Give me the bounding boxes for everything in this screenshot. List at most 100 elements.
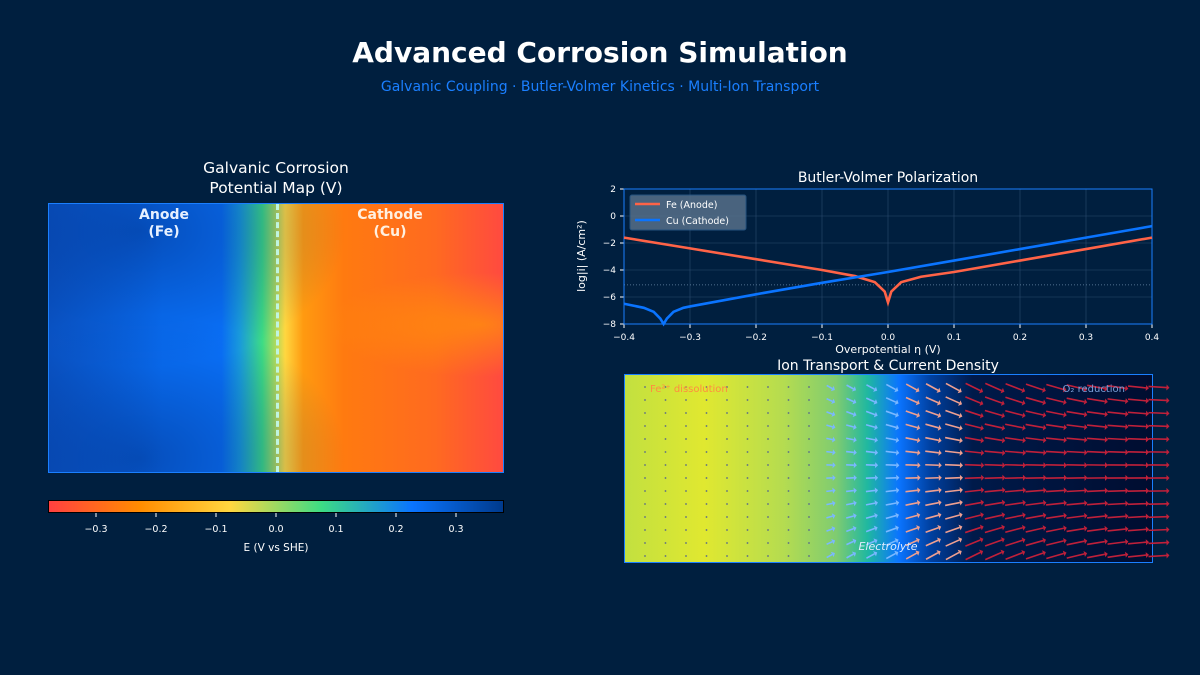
current-arrow [925, 463, 939, 467]
current-arrow [1004, 501, 1024, 507]
series-line-cu [623, 224, 1153, 327]
current-arrow [1127, 437, 1147, 441]
arrow-head [915, 537, 920, 544]
current-arrow [1127, 424, 1147, 428]
arrow-head [959, 499, 963, 506]
arrow-head [1002, 449, 1006, 456]
arrow-head [1084, 449, 1088, 456]
current-arrow [1066, 515, 1085, 519]
current-arrow [1004, 463, 1024, 467]
current-arrow [826, 502, 833, 506]
arrow-head [938, 449, 942, 456]
field-dot [726, 555, 728, 557]
colorbar-tick-label: 0.3 [448, 524, 463, 535]
arrow-head [1063, 449, 1067, 456]
arrow-head [1145, 449, 1149, 456]
current-arrow [1025, 423, 1044, 429]
current-arrow [1086, 397, 1106, 403]
current-arrow [1107, 515, 1126, 519]
field-dot [644, 555, 646, 557]
arrow-head [958, 524, 963, 531]
field-dot [746, 490, 749, 492]
arrow-head [1084, 474, 1088, 481]
field-dot [644, 529, 646, 531]
arrow-head [896, 474, 900, 481]
current-arrow [1086, 424, 1106, 428]
arrow-head [980, 499, 985, 506]
arrow-head [1042, 412, 1047, 418]
current-arrow [826, 489, 833, 493]
current-arrow [846, 410, 854, 416]
arrow-head [830, 551, 835, 558]
current-arrow [1066, 437, 1085, 441]
arrow-head [830, 385, 835, 392]
arrow-head [1166, 552, 1170, 559]
arrow-head [832, 436, 836, 443]
arrow-head [1166, 410, 1170, 417]
current-arrow [1086, 502, 1106, 506]
current-arrow [1066, 527, 1085, 533]
arrow-head [895, 525, 899, 532]
field-dot [685, 412, 687, 414]
arrow-head [874, 500, 878, 507]
x-axis-label: Overpotential η (V) [835, 343, 940, 356]
current-arrow [846, 540, 854, 546]
arrow-head [1084, 462, 1088, 469]
x-tick-label: 0.2 [1013, 333, 1027, 343]
arrow-head [1022, 474, 1026, 481]
current-arrow [866, 384, 875, 390]
arrow-head [916, 512, 921, 519]
current-arrow [826, 397, 833, 403]
bv-plot-frame [623, 188, 1153, 325]
current-arrow [984, 501, 1003, 507]
current-arrow [1107, 384, 1126, 390]
arrow-head [1000, 549, 1005, 556]
field-dot [726, 386, 728, 388]
field-dot [705, 412, 708, 414]
arrow-head [1063, 462, 1067, 469]
current-arrow [965, 396, 981, 404]
arrow-head [873, 399, 878, 405]
current-arrow [826, 553, 833, 559]
arrow-head [1125, 398, 1129, 405]
field-dot [664, 412, 667, 414]
field-dot [664, 464, 667, 466]
field-dot [644, 425, 646, 427]
current-arrow [944, 501, 961, 507]
arrow-head [917, 474, 921, 481]
arrow-head [1002, 487, 1006, 494]
arrow-head [895, 500, 900, 506]
field-dot [767, 516, 769, 518]
arrow-head [831, 423, 836, 430]
current-arrow [944, 436, 961, 442]
arrow-head [1104, 436, 1108, 443]
current-arrow [965, 551, 981, 561]
current-arrow [1046, 540, 1064, 546]
field-dot [644, 503, 646, 505]
arrow-head [1063, 399, 1067, 406]
field-dot [705, 516, 708, 518]
current-arrow [1005, 409, 1023, 417]
current-arrow [905, 410, 918, 416]
field-dot [644, 438, 646, 440]
current-arrow [905, 450, 918, 454]
arrow-head [979, 549, 984, 556]
current-arrow [1046, 397, 1064, 403]
field-dot [726, 451, 728, 453]
current-arrow [925, 489, 939, 493]
current-arrow [846, 515, 854, 519]
arrow-head [1021, 537, 1026, 544]
colorbar-tick-label: 0.0 [268, 524, 283, 535]
current-arrow [925, 383, 939, 391]
current-arrow [846, 527, 854, 533]
current-arrow [925, 423, 939, 429]
arrow-head [1166, 513, 1170, 520]
field-dot [767, 451, 769, 453]
arrow-head [1145, 526, 1149, 533]
current-arrow [1107, 398, 1126, 402]
arrow-head [980, 437, 985, 444]
field-dot [664, 451, 667, 453]
arrow-head [937, 512, 942, 519]
current-arrow [885, 502, 897, 506]
field-dot [787, 412, 790, 414]
